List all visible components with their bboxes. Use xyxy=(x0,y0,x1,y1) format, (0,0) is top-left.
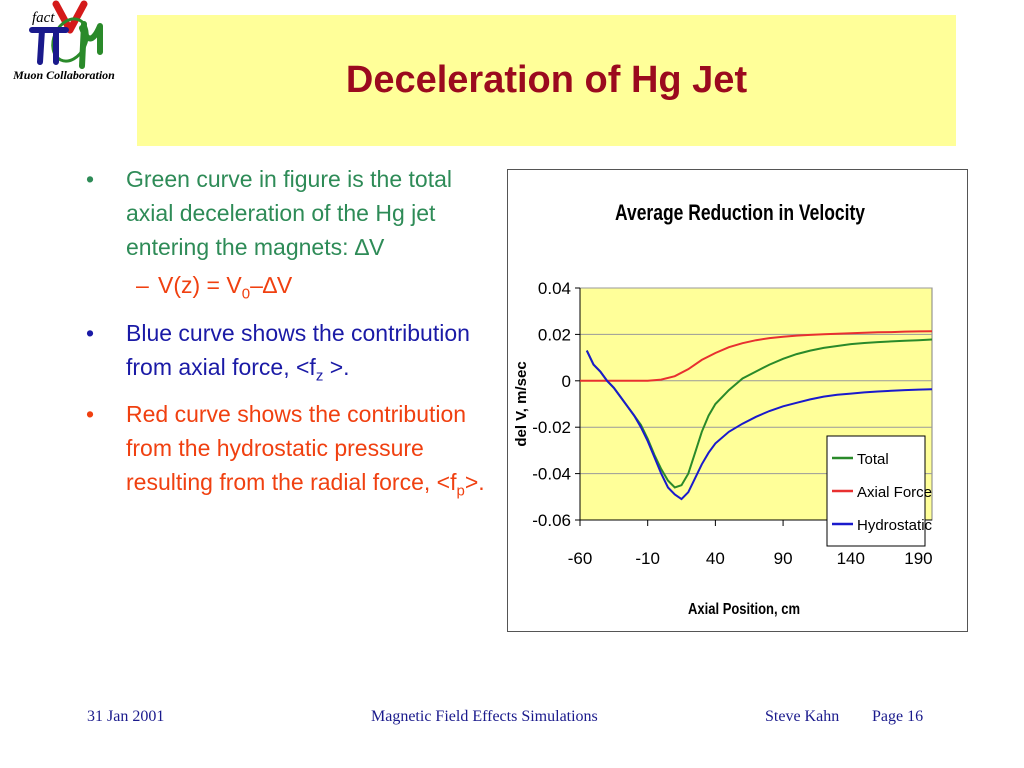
x-tick-label: -10 xyxy=(635,549,660,568)
bullet-text-end: >. xyxy=(323,353,350,380)
legend: Total Axial Force Hydrostatic xyxy=(826,435,933,547)
legend-label: Hydrostatic xyxy=(857,517,933,534)
x-axis: -60 -10 40 90 140 190 xyxy=(568,519,933,568)
sub-bullet-dash: – xyxy=(136,272,149,298)
series-line-hydrostatic xyxy=(585,350,933,501)
formula-subscript: 0 xyxy=(241,285,251,303)
logo-caption: Muon Collaboration xyxy=(13,68,115,82)
logo-fact-text: fact xyxy=(32,10,55,26)
bullet-blue-curve: • Blue curve shows the contribution from… xyxy=(86,316,501,394)
velocity-chart: Average Reduction in Velocity 0.04 0.02 0 -… xyxy=(513,200,933,618)
bullet-dot: • xyxy=(86,401,95,428)
y-tick-label: -0.04 xyxy=(532,465,571,484)
y-axis-label: del V, m/sec xyxy=(513,361,530,446)
footer-author: Steve Kahn xyxy=(765,708,840,725)
bullet-subscript: p xyxy=(456,482,465,500)
x-tick-label: 140 xyxy=(837,549,865,568)
bullet-green-curve: • Green curve in figure is the total axi… xyxy=(86,162,501,264)
bullet-text-end: >. xyxy=(464,469,485,496)
y-tick-label: -0.06 xyxy=(532,511,571,530)
footer-page-number: Page 16 xyxy=(872,708,924,725)
series-line-axial-force xyxy=(580,330,933,382)
x-tick-label: 190 xyxy=(904,549,932,568)
legend-label: Axial Force xyxy=(857,484,932,501)
x-tick-label: -60 xyxy=(568,549,593,568)
chart-container: Average Reduction in Velocity 0.04 0.02 0 -… xyxy=(507,169,968,632)
formula-part-a: V(z) = V xyxy=(158,272,242,298)
bullet-list: • Green curve in figure is the total axi… xyxy=(86,162,501,513)
y-tick-label: 0 xyxy=(562,372,571,391)
bullet-text: Blue curve shows the contribution from a… xyxy=(126,319,470,380)
legend-label: Total xyxy=(857,451,889,468)
y-tick-label: 0.04 xyxy=(538,279,571,298)
y-axis: 0.04 0.02 0 -0.02 -0.04 -0.06 xyxy=(532,279,581,530)
bullet-dot: • xyxy=(86,166,95,192)
bullet-red-curve: • Red curve shows the contribution from … xyxy=(86,397,501,509)
slide-title: Deceleration of Hg Jet xyxy=(345,59,748,101)
y-tick-label: 0.02 xyxy=(538,325,571,344)
muon-collaboration-logo: fact Muon Collaboration xyxy=(0,0,128,90)
x-tick-label: 90 xyxy=(774,549,793,568)
x-tick-label: 40 xyxy=(706,549,725,568)
bullet-text: Green curve in figure is the total axial… xyxy=(126,166,452,260)
series-lines xyxy=(580,330,933,501)
y-tick-label: -0.02 xyxy=(532,418,571,437)
footer-title: Magnetic Field Effects Simulations xyxy=(371,708,598,725)
x-axis-label: Axial Position, cm xyxy=(688,601,800,618)
chart-title: Average Reduction in Velocity xyxy=(615,200,866,225)
delta-v-symbol: ∆V xyxy=(354,234,385,260)
bullet-subscript: z xyxy=(315,367,324,385)
bullet-text: Red curve shows the contribution from th… xyxy=(126,401,467,496)
formula-part-b: –∆V xyxy=(250,272,293,298)
title-box: Deceleration of Hg Jet xyxy=(137,15,956,146)
bullet-dot: • xyxy=(86,319,95,346)
sub-bullet-formula: – V(z) = V0–∆V xyxy=(86,268,501,312)
logo-emblem: fact xyxy=(29,0,103,69)
footer-date: 31 Jan 2001 xyxy=(87,708,165,725)
